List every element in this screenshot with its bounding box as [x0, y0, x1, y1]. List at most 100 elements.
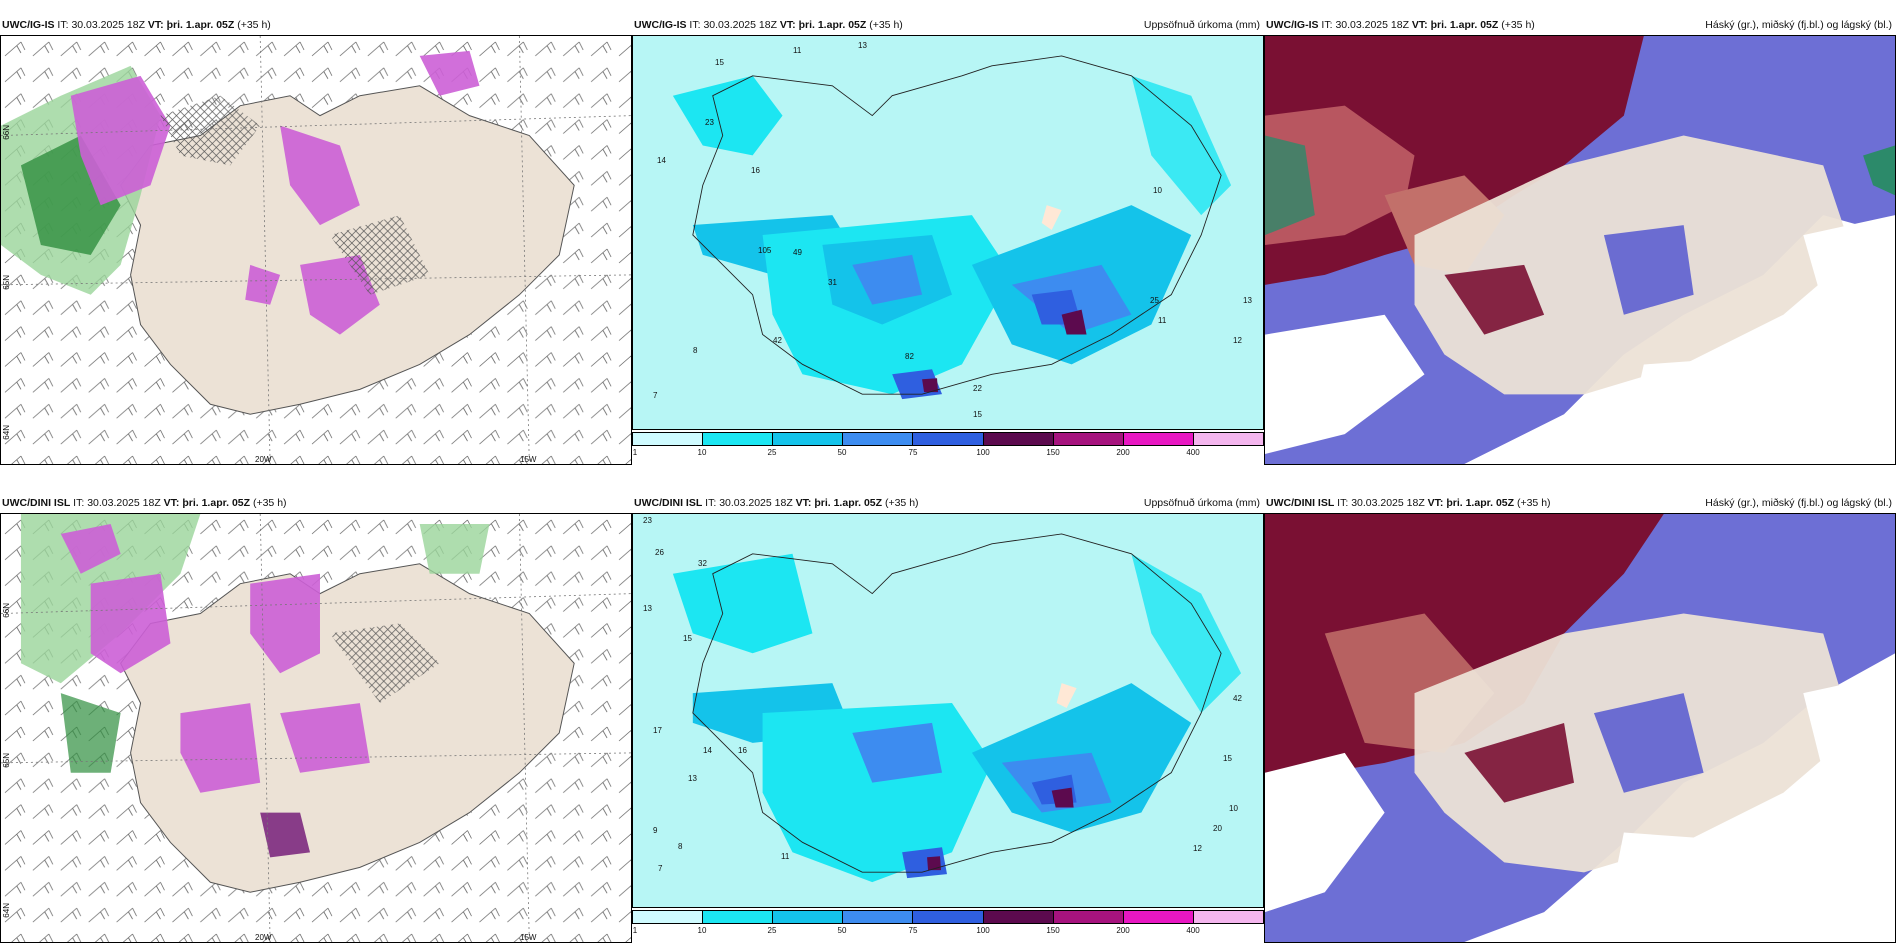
precip-map	[633, 36, 1263, 429]
precip-value: 13	[1243, 296, 1252, 305]
wind-panel-bottom: UWC/DINI ISL IT: 30.03.2025 18Z VT: þri.…	[0, 493, 632, 943]
colorbar-swatch	[983, 911, 1054, 923]
panel-header: UWC/IG-IS IT: 30.03.2025 18Z VT: þri. 1.…	[1264, 15, 1896, 35]
precip-value: 12	[1193, 844, 1202, 853]
colorbar-swatch	[1123, 433, 1194, 445]
cloud-panel-top: UWC/IG-IS IT: 30.03.2025 18Z VT: þri. 1.…	[1264, 15, 1896, 465]
precip-value: 49	[793, 248, 802, 257]
colorbar-swatch	[1053, 911, 1124, 923]
precip-value: 11	[793, 46, 802, 55]
precip-value: 9	[653, 826, 658, 835]
lon-label-20w: 20W	[255, 455, 272, 464]
precip-value: 14	[703, 746, 712, 755]
precip-value: 16	[751, 166, 760, 175]
colorbar-swatch	[703, 433, 774, 445]
colorbar-swatch	[703, 911, 774, 923]
colorbar-swatch	[1193, 433, 1263, 445]
precip-value: 82	[905, 352, 914, 361]
colorbar-swatch	[773, 911, 844, 923]
colorbar-tick: 100	[976, 448, 990, 457]
colorbar-tick: 150	[1046, 448, 1060, 457]
map-frame: 23 26 32 15 13 17 14 16 42 15 20 12 11 1…	[632, 513, 1264, 908]
map-frame	[0, 35, 632, 465]
colorbar-swatch	[913, 911, 984, 923]
precip-value: 12	[1233, 336, 1242, 345]
colorbar	[632, 910, 1264, 924]
wind-panel-top: UWC/IG-IS IT: 30.03.2025 18Z VT: þri. 1.…	[0, 15, 632, 465]
colorbar-tick: 400	[1186, 448, 1200, 457]
cloud-panel-bottom: UWC/DINI ISL IT: 30.03.2025 18Z VT: þri.…	[1264, 493, 1896, 943]
lat-label-66: 66N	[2, 125, 11, 140]
precip-value: 23	[643, 516, 652, 525]
panel-title: Háský (gr.), miðský (fj.bl.) og lágský (…	[1705, 19, 1892, 31]
colorbar-tick: 200	[1116, 448, 1130, 457]
precip-value: 10	[1153, 186, 1162, 195]
panel-title: Uppsöfnuð úrkoma (mm)	[1143, 19, 1260, 31]
map-frame	[1264, 513, 1896, 943]
precip-value: 42	[1233, 694, 1242, 703]
colorbar-tick: 50	[837, 448, 847, 457]
colorbar-swatch	[983, 433, 1054, 445]
precip-value: 23	[705, 118, 714, 127]
precip-value: 15	[973, 410, 982, 419]
precip-value: 8	[693, 346, 698, 355]
colorbar-tick: 75	[908, 926, 918, 935]
precip-map	[633, 514, 1263, 907]
panel-title: Uppsöfnuð úrkoma (mm)	[1143, 497, 1260, 509]
lat-label-64: 64N	[2, 903, 11, 918]
lat-label-64: 64N	[2, 425, 11, 440]
colorbar-tick: 1	[632, 448, 638, 457]
colorbar-tick: 400	[1186, 926, 1200, 935]
panel-header: UWC/DINI ISL IT: 30.03.2025 18Z VT: þri.…	[2, 497, 287, 509]
precip-value: 22	[973, 384, 982, 393]
colorbar-swatch	[1053, 433, 1124, 445]
precip-panel-bottom: UWC/DINI ISL IT: 30.03.2025 18Z VT: þri.…	[632, 493, 1264, 943]
panel-title: Háský (gr.), miðský (fj.bl.) og lágský (…	[1705, 497, 1892, 509]
lon-label-20w: 20W	[255, 933, 272, 942]
precip-value: 32	[698, 559, 707, 568]
precip-value: 13	[688, 774, 697, 783]
precip-value: 11	[1158, 316, 1167, 325]
lat-label-65: 65N	[2, 753, 11, 768]
precip-value: 105	[758, 246, 772, 255]
panel-header: UWC/IG-IS IT: 30.03.2025 18Z VT: þri. 1.…	[632, 15, 1264, 35]
precip-value: 26	[655, 548, 664, 557]
precip-value: 16	[738, 746, 747, 755]
colorbar-tick: 200	[1116, 926, 1130, 935]
precip-value: 10	[1229, 804, 1238, 813]
map-frame	[1264, 35, 1896, 465]
precip-value: 17	[653, 726, 662, 735]
cloud-map	[1265, 514, 1895, 942]
colorbar-tick: 50	[837, 926, 847, 935]
colorbar-swatch	[1123, 911, 1194, 923]
colorbar-tick: 75	[908, 448, 918, 457]
colorbar-swatch	[633, 911, 704, 923]
colorbar-tick: 1	[632, 926, 638, 935]
colorbar-swatch	[913, 433, 984, 445]
colorbar-tick: 150	[1046, 926, 1060, 935]
precip-value: 13	[643, 604, 652, 613]
precip-value: 15	[1223, 754, 1232, 763]
colorbar-swatch	[843, 433, 914, 445]
precip-value: 11	[781, 852, 790, 861]
precip-value: 15	[715, 58, 724, 67]
colorbar-tick: 10	[697, 926, 707, 935]
colorbar-swatch	[773, 433, 844, 445]
colorbar-tick: 25	[767, 448, 777, 457]
precip-value: 7	[653, 391, 658, 400]
map-frame	[0, 513, 632, 943]
lat-label-65: 65N	[2, 275, 11, 290]
colorbar-swatch	[633, 433, 704, 445]
colorbar-tick: 25	[767, 926, 777, 935]
panel-header: UWC/DINI ISL IT: 30.03.2025 18Z VT: þri.…	[632, 493, 1264, 513]
colorbar-swatch	[1193, 911, 1263, 923]
cloud-map	[1265, 36, 1895, 464]
precip-value: 13	[858, 41, 867, 50]
colorbar-tick: 10	[697, 448, 707, 457]
lon-label-15w: 15W	[520, 933, 537, 942]
precip-value: 8	[678, 842, 683, 851]
panel-header: UWC/DINI ISL IT: 30.03.2025 18Z VT: þri.…	[1264, 493, 1896, 513]
precip-value: 25	[1150, 296, 1159, 305]
map-frame: 15 16 23 14 11 105 49 31 13 8 7 42 82 22…	[632, 35, 1264, 430]
colorbar-tick: 100	[976, 926, 990, 935]
